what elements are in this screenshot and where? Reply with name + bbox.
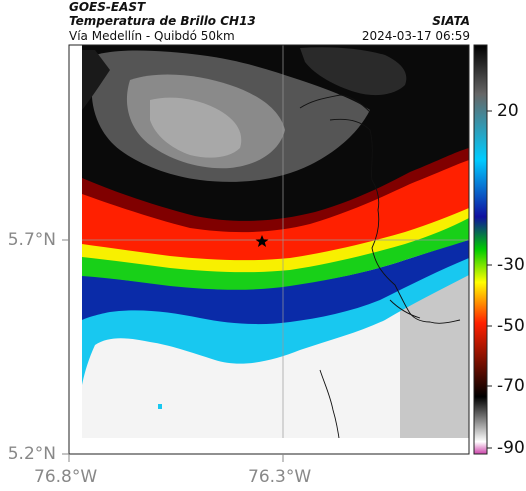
blue-band (82, 240, 469, 325)
xtick-label-76-3W: 76.3°W (248, 467, 312, 487)
green-band (82, 215, 469, 290)
region-subtitle: Vía Medellín - Quibdó 50km (69, 29, 235, 43)
colorbar (473, 44, 488, 455)
xtick-label-76-8W: 76.8°W (34, 467, 98, 487)
light-gray-patch (150, 97, 242, 158)
colorbar-label-m70: -70 (497, 376, 525, 396)
dark-patch-left (82, 50, 110, 110)
ytick-label-5-2N: 5.2°N (7, 444, 56, 464)
river-line (319, 369, 341, 446)
colorbar-label-m30: -30 (497, 255, 525, 275)
datetime-label: 2024-03-17 06:59 (361, 29, 470, 43)
dark-patch-top (300, 47, 407, 96)
no-data-strip-left (69, 45, 82, 454)
border-segment (389, 299, 421, 319)
cyan-speck (158, 404, 162, 409)
satellite-image (69, 45, 469, 454)
ytick-label-5-7N: 5.7°N (7, 230, 56, 250)
agency-label: SIATA (432, 14, 470, 28)
map-frame (68, 44, 470, 455)
colorbar-label-m50: -50 (497, 316, 525, 336)
border-line-north (299, 94, 371, 113)
colorbar-label-m90: -90 (497, 438, 525, 458)
red-band (82, 155, 469, 261)
no-data-strip-bottom (69, 438, 469, 454)
star-icon (255, 235, 269, 247)
colorbar-label-20: 20 (497, 101, 519, 121)
product-title: Temperatura de Brillo CH13 (69, 14, 256, 28)
satellite-title: GOES-EAST (69, 0, 146, 14)
border-line (329, 118, 461, 324)
dark-red-band (82, 145, 469, 233)
